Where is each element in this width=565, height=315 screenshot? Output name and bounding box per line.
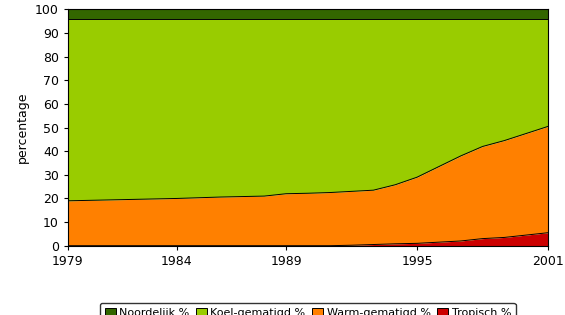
Y-axis label: percentage: percentage <box>16 92 29 163</box>
Legend: Noordelijk %, Koel-gematigd %, Warm-gematigd %, Tropisch %: Noordelijk %, Koel-gematigd %, Warm-gema… <box>100 303 516 315</box>
